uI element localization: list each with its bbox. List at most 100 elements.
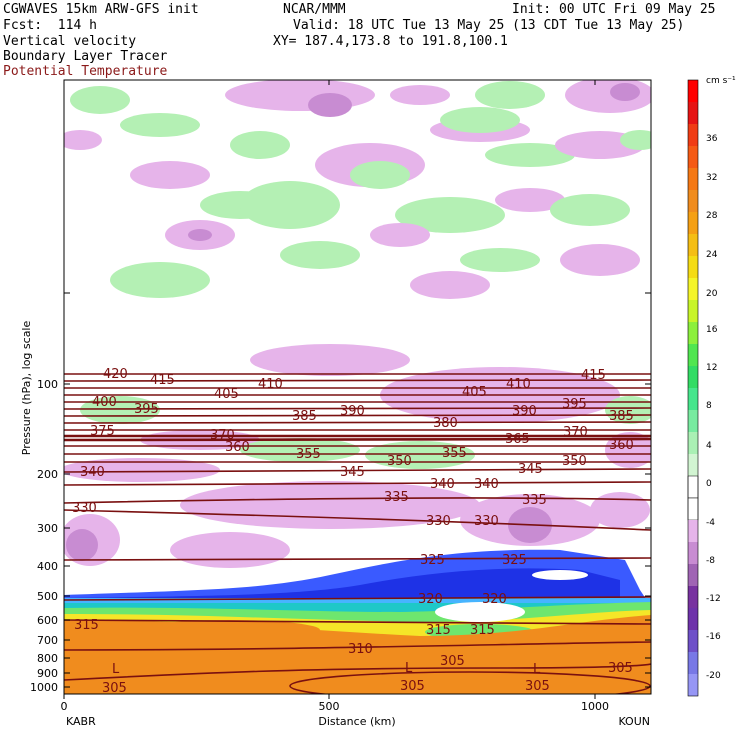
x-tick-label: 0 xyxy=(61,700,68,713)
colorbar-label: 16 xyxy=(706,325,718,335)
colorbar-label: 36 xyxy=(706,134,718,144)
y-tick-label: 500 xyxy=(37,590,58,603)
contour-label-385: 385 xyxy=(609,409,634,424)
contour-label-315: 315 xyxy=(426,623,451,638)
low-marker: L xyxy=(112,662,120,677)
contour-label-390: 390 xyxy=(340,404,365,419)
field-label-vertical-velocity: Vertical velocity xyxy=(3,34,137,49)
contour-label-355: 355 xyxy=(442,446,467,461)
contour-label-330: 330 xyxy=(72,501,97,516)
contour-label-390: 390 xyxy=(512,404,537,419)
contour-label-310: 310 xyxy=(348,642,373,657)
plot-frame xyxy=(63,79,652,695)
y-tick-labels: 100 200 300 400 500 600 700 800 900 1000 xyxy=(30,378,58,694)
y-tick-label: 800 xyxy=(37,652,58,665)
contour-label-410: 410 xyxy=(506,377,531,392)
organization-label: NCAR/MMM xyxy=(283,2,346,17)
colorbar-label: 32 xyxy=(706,173,717,183)
colorbar-label: 0 xyxy=(706,479,712,489)
contour-label-385: 385 xyxy=(292,409,317,424)
contour-label-365: 365 xyxy=(505,432,530,447)
contour-labels: 420 415 405 410 405 410 415 400 395 385 … xyxy=(72,367,634,696)
contour-label-420: 420 xyxy=(103,367,128,382)
colorbar-label: -4 xyxy=(706,518,715,528)
contour-label-405: 405 xyxy=(214,387,239,402)
x-tick-label: 1000 xyxy=(581,700,609,713)
y-tick-label: 700 xyxy=(37,634,58,647)
colorbar-label: -20 xyxy=(706,671,721,681)
contour-label-340: 340 xyxy=(474,477,499,492)
y-axis-title: Pressure (hPa), log scale xyxy=(20,321,33,456)
contour-label-325: 325 xyxy=(502,553,527,568)
contour-label-315: 315 xyxy=(74,618,99,633)
contour-label-320: 320 xyxy=(418,592,443,607)
end-station-label: KOUN xyxy=(618,715,650,728)
contour-label-375: 375 xyxy=(90,424,115,439)
y-tick-label: 1000 xyxy=(30,681,58,694)
contour-label-415: 415 xyxy=(581,368,606,383)
colorbar-labels: 36 32 28 24 20 16 12 8 4 0 -4 -8 -12 -16… xyxy=(706,134,721,681)
contour-label-345: 345 xyxy=(518,462,543,477)
valid-time: Valid: 18 UTC Tue 13 May 25 (13 CDT Tue … xyxy=(293,18,685,33)
contour-label-345: 345 xyxy=(340,465,365,480)
colorbar-label: 28 xyxy=(706,211,718,221)
field-label-potential-temperature: Potential Temperature xyxy=(3,64,168,79)
colorbar-label: 24 xyxy=(706,250,718,260)
contour-label-370: 370 xyxy=(563,425,588,440)
cross-section-endpoints: XY= 187.4,173.8 to 191.8,100.1 xyxy=(273,34,508,49)
y-tick-label: 200 xyxy=(37,468,58,481)
model-title: CGWAVES 15km ARW-GFS init xyxy=(3,2,199,17)
contour-label-335: 335 xyxy=(384,490,409,505)
contour-label-305: 305 xyxy=(440,654,465,669)
colorbar-label: -8 xyxy=(706,556,715,566)
contour-label-395: 395 xyxy=(562,397,587,412)
colorbar xyxy=(687,79,699,697)
contour-label-330: 330 xyxy=(426,514,451,529)
forecast-hour: Fcst: 114 h xyxy=(3,18,97,33)
colorbar-label: 4 xyxy=(706,441,712,451)
contour-label-350: 350 xyxy=(562,454,587,469)
low-marker: L xyxy=(533,662,541,677)
contour-label-360: 360 xyxy=(225,440,250,455)
init-time: Init: 00 UTC Fri 09 May 25 xyxy=(512,2,716,17)
contour-label-405: 405 xyxy=(462,385,487,400)
contour-label-380: 380 xyxy=(433,416,458,431)
colorbar-label: -16 xyxy=(706,632,721,642)
contour-label-305: 305 xyxy=(608,661,633,676)
contour-label-395: 395 xyxy=(134,402,159,417)
contour-label-340: 340 xyxy=(430,477,455,492)
contour-label-400: 400 xyxy=(92,395,117,410)
contour-label-360: 360 xyxy=(609,438,634,453)
contour-label-335: 335 xyxy=(522,493,547,508)
contour-label-355: 355 xyxy=(296,447,321,462)
y-tick-label: 400 xyxy=(37,560,58,573)
x-axis-title: Distance (km) xyxy=(318,715,395,728)
colorbar-label: 8 xyxy=(706,401,712,411)
low-marker: L xyxy=(405,661,413,676)
contour-label-320: 320 xyxy=(482,592,507,607)
contour-label-350: 350 xyxy=(387,454,412,469)
contour-label-340: 340 xyxy=(80,465,105,480)
contour-label-305: 305 xyxy=(525,679,550,694)
y-tick-label: 100 xyxy=(37,378,58,391)
potential-temperature-contours xyxy=(64,373,651,694)
contour-label-305: 305 xyxy=(102,681,127,696)
contour-label-410: 410 xyxy=(258,377,283,392)
x-axis xyxy=(63,80,596,699)
y-axis xyxy=(64,292,651,688)
y-tick-label: 600 xyxy=(37,614,58,627)
contour-label-370: 370 xyxy=(210,428,235,443)
field-label-boundary-layer-tracer: Boundary Layer Tracer xyxy=(3,49,168,64)
y-tick-label: 900 xyxy=(37,667,58,680)
colorbar-unit: cm s⁻¹ xyxy=(706,76,736,86)
contour-label-305: 305 xyxy=(400,679,425,694)
y-tick-label: 300 xyxy=(37,522,58,535)
x-tick-label: 500 xyxy=(319,700,340,713)
start-station-label: KABR xyxy=(66,715,96,728)
contour-label-325: 325 xyxy=(420,553,445,568)
colorbar-label: 12 xyxy=(706,363,717,373)
colorbar-label: -12 xyxy=(706,594,721,604)
contour-label-330: 330 xyxy=(474,514,499,529)
contour-label-315: 315 xyxy=(470,623,495,638)
